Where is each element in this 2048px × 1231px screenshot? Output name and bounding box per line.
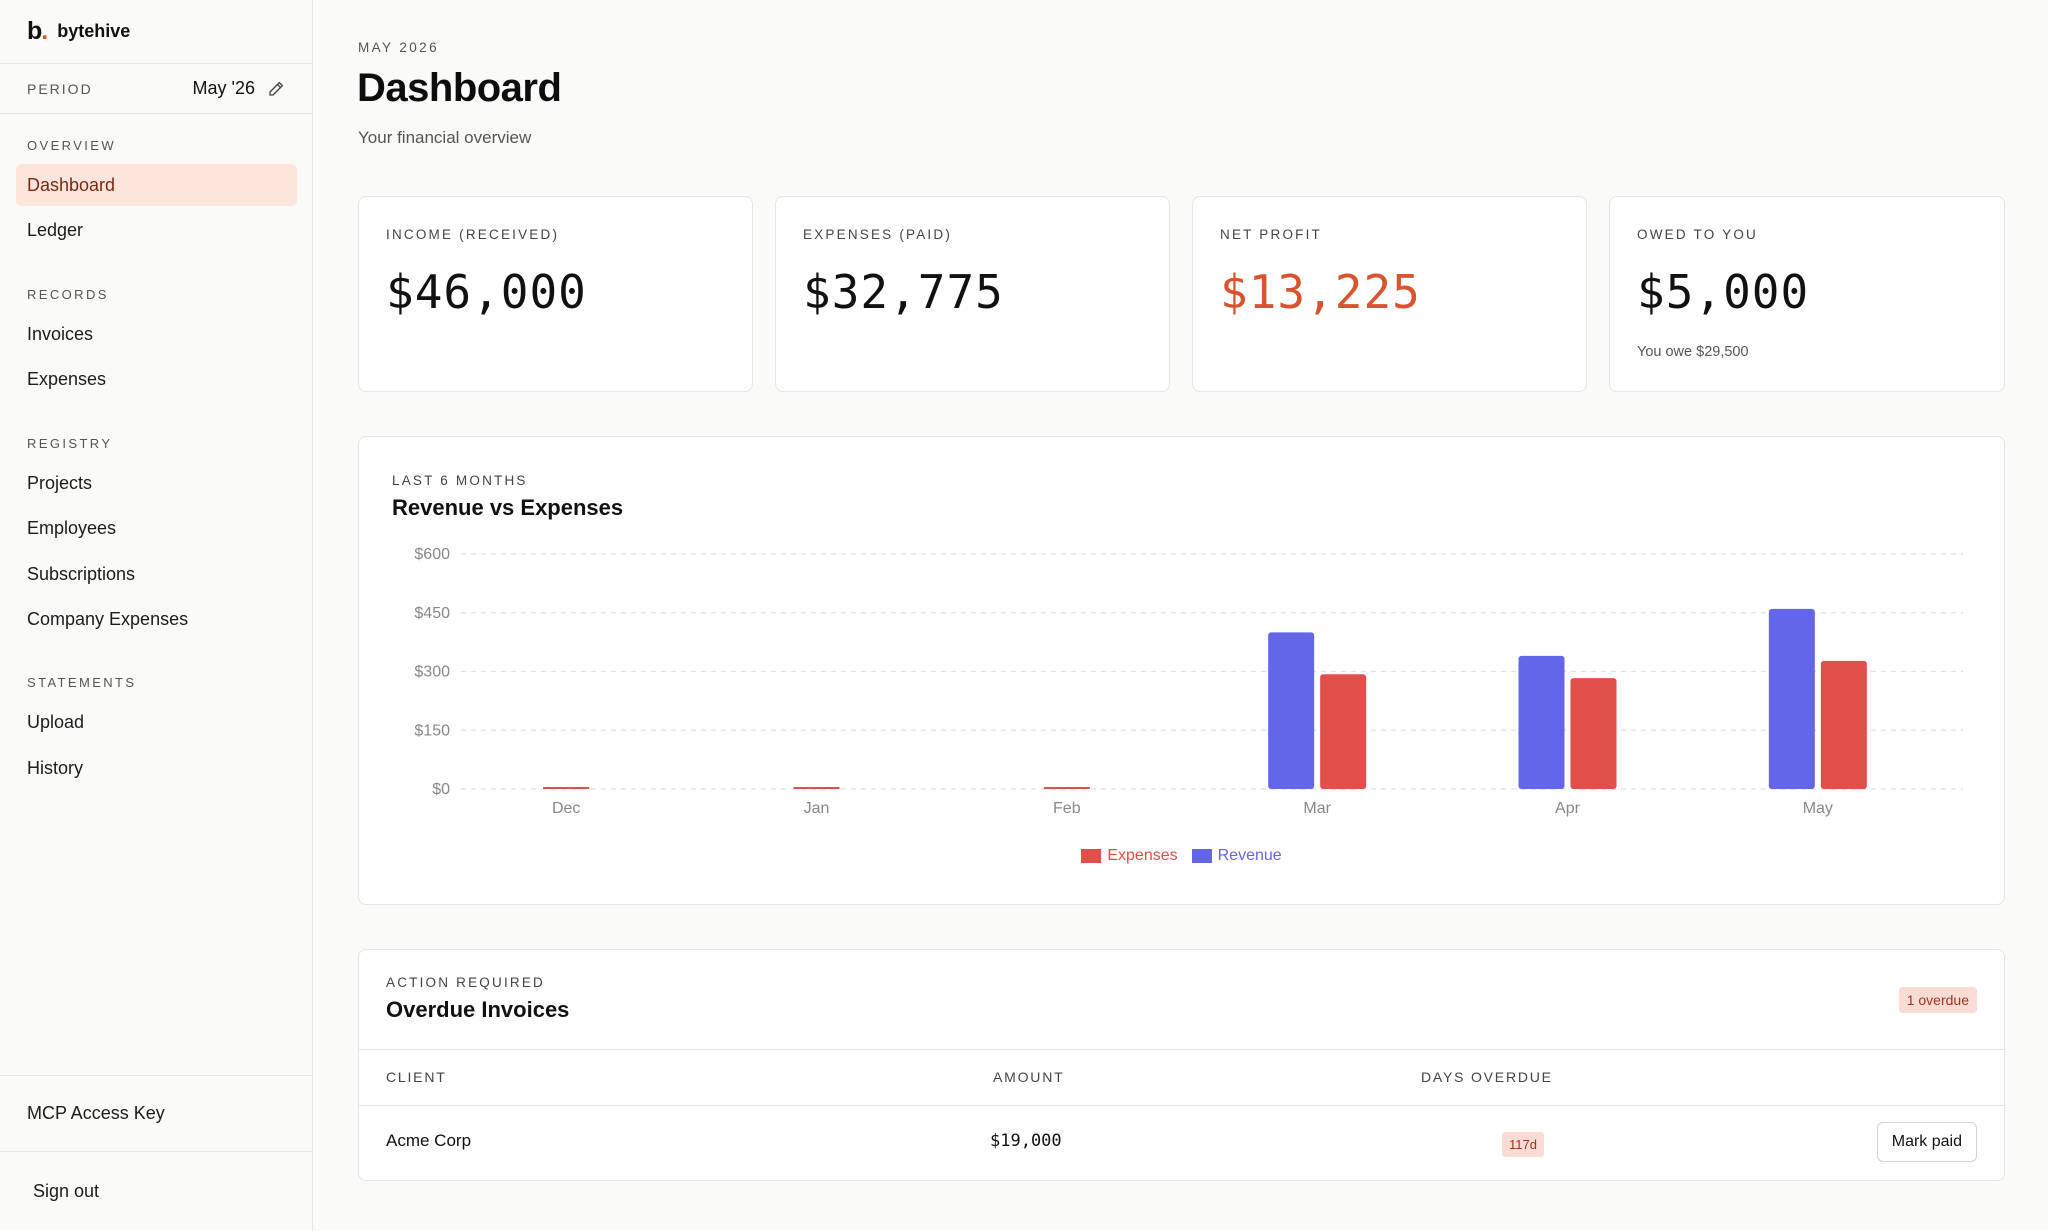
divider <box>0 1075 313 1076</box>
bar-expenses <box>1570 678 1617 789</box>
stat-card-net-profit: NET PROFIT $13,225 <box>1192 196 1587 392</box>
sidebar-item-invoices[interactable]: Invoices <box>27 323 94 344</box>
revenue-vs-expenses-chart: $0 $150 $300 $450 $600 Dec Jan Feb Mar Apr May <box>414 546 1963 817</box>
row-client: Acme Corp <box>386 1131 472 1150</box>
period-label: PERIOD <box>27 80 93 97</box>
sidebar-item-company-expenses[interactable]: Company Expenses <box>27 608 189 629</box>
chart-title: Revenue vs Expenses <box>392 495 624 520</box>
nav-section-registry: REGISTRY <box>27 436 113 451</box>
divider <box>0 1151 313 1152</box>
bar-expenses <box>543 787 590 789</box>
column-header-amount: AMOUNT <box>993 1069 1065 1085</box>
nav-section-records: RECORDS <box>27 287 109 302</box>
y-tick-label: $600 <box>414 546 450 563</box>
legend-label-revenue: Revenue <box>1217 847 1282 864</box>
y-tick-label: $450 <box>414 605 450 622</box>
row-amount: $19,000 <box>990 1131 1062 1151</box>
overdue-count-badge: 1 overdue <box>1898 987 1977 1013</box>
bar-revenue <box>1768 608 1815 789</box>
column-header-client: CLIENT <box>386 1069 447 1085</box>
pencil-icon[interactable] <box>267 80 285 98</box>
overdue-eyebrow: ACTION REQUIRED <box>386 975 546 990</box>
nav-section-overview: OVERVIEW <box>27 138 117 153</box>
sidebar-item-upload[interactable]: Upload <box>27 711 85 732</box>
period-selector: PERIOD May '26 <box>0 64 312 114</box>
bar-expenses <box>1320 674 1367 789</box>
bar-revenue <box>1268 632 1315 789</box>
sidebar-item-dashboard[interactable]: Dashboard <box>16 164 297 206</box>
stat-card-expenses: EXPENSES (PAID) $32,775 <box>775 196 1170 392</box>
y-tick-label: $0 <box>432 781 450 798</box>
brand-logo: b. <box>27 17 48 45</box>
bar-expenses <box>1043 787 1090 789</box>
sidebar-item-ledger[interactable]: Ledger <box>27 219 84 240</box>
sidebar-item-subscriptions[interactable]: Subscriptions <box>27 563 136 584</box>
legend-label-expenses: Expenses <box>1107 847 1178 864</box>
sidebar-item-employees[interactable]: Employees <box>27 517 117 538</box>
sidebar-item-projects[interactable]: Projects <box>27 472 93 493</box>
bar-expenses <box>793 787 840 789</box>
chart-eyebrow: LAST 6 MONTHS <box>392 473 528 488</box>
x-tick-label: Jan <box>804 800 830 817</box>
chart-legend: Expenses Revenue <box>359 847 2004 865</box>
stat-value: $46,000 <box>386 265 587 319</box>
page-subtitle: Your financial overview <box>358 128 532 147</box>
brand-name: bytehive <box>57 21 131 41</box>
legend-item-revenue[interactable]: Revenue <box>1191 847 1282 865</box>
table-header: CLIENT AMOUNT DAYS OVERDUE <box>359 1049 2004 1106</box>
table-row: Acme Corp $19,000 117d Mark paid <box>359 1106 2004 1178</box>
overdue-invoices-card: ACTION REQUIRED Overdue Invoices 1 overd… <box>358 949 2005 1181</box>
stat-value: $32,775 <box>803 265 1004 319</box>
overdue-title: Overdue Invoices <box>386 997 570 1022</box>
column-header-days-overdue: DAYS OVERDUE <box>1421 1069 1553 1085</box>
nav-section-statements: STATEMENTS <box>27 675 137 690</box>
chart-card: LAST 6 MONTHS Revenue vs Expenses $0 $150… <box>358 436 2005 905</box>
page-eyebrow: MAY 2026 <box>358 40 439 55</box>
stat-value: $13,225 <box>1220 265 1421 319</box>
stat-label: NET PROFIT <box>1220 227 1323 242</box>
x-tick-label: Dec <box>552 800 580 817</box>
sidebar-item-expenses[interactable]: Expenses <box>27 368 107 389</box>
sidebar-item-history[interactable]: History <box>27 757 84 778</box>
days-overdue-badge: 117d <box>1502 1132 1544 1157</box>
mcp-access-key-link[interactable]: MCP Access Key <box>27 1102 165 1123</box>
bar-expenses <box>1820 660 1867 789</box>
stat-label: OWED TO YOU <box>1637 227 1758 242</box>
bar-revenue <box>1518 655 1565 789</box>
y-tick-label: $150 <box>414 722 450 739</box>
sign-out-button[interactable]: Sign out <box>33 1180 100 1201</box>
sidebar: b. bytehive PERIOD May '26 OVERVIEW Dash… <box>0 0 313 1231</box>
x-tick-label: May <box>1803 800 1833 817</box>
brand[interactable]: b. bytehive <box>0 0 312 64</box>
x-tick-label: Mar <box>1303 800 1331 817</box>
stat-label: INCOME (RECEIVED) <box>386 227 560 242</box>
period-value: May '26 <box>192 78 255 98</box>
page-title: Dashboard <box>357 66 562 110</box>
x-tick-label: Apr <box>1555 800 1581 817</box>
legend-item-expenses[interactable]: Expenses <box>1081 847 1178 865</box>
x-tick-label: Feb <box>1053 800 1081 817</box>
y-tick-label: $300 <box>414 664 450 681</box>
legend-swatch-revenue <box>1191 849 1212 863</box>
stat-value: $5,000 <box>1637 265 1810 319</box>
stat-note: You owe $29,500 <box>1637 344 1749 360</box>
mark-paid-button[interactable]: Mark paid <box>1876 1122 1977 1162</box>
legend-swatch-expenses <box>1081 849 1102 863</box>
stat-label: EXPENSES (PAID) <box>803 227 953 242</box>
stat-card-owed-to-you: OWED TO YOU $5,000 You owe $29,500 <box>1609 196 2005 392</box>
stat-card-income: INCOME (RECEIVED) $46,000 <box>358 196 753 392</box>
